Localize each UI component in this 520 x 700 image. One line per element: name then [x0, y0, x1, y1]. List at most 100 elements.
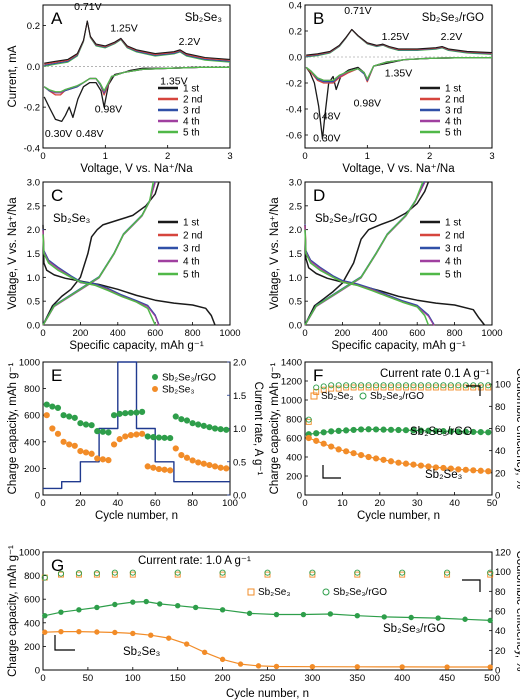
capacity-point — [139, 430, 146, 437]
capacity-point — [99, 428, 106, 435]
efficiency-point — [111, 571, 118, 578]
efficiency-point — [264, 569, 271, 576]
x-tick-label: 450 — [439, 673, 455, 684]
capacity-point — [49, 425, 56, 432]
legend-entry: 2 nd — [445, 95, 464, 106]
x-tick-label: 600 — [147, 328, 163, 339]
y-tick-label: 1200 — [281, 377, 302, 388]
capacity-point — [49, 403, 56, 410]
capacity-point — [485, 468, 492, 475]
capacity-point — [71, 442, 78, 449]
capacity-point — [444, 664, 450, 670]
capacity-point — [200, 422, 207, 429]
capacity-point — [54, 430, 62, 437]
capacity-point — [372, 455, 380, 462]
efficiency-point — [487, 571, 494, 578]
peak-annotation: 0.30V — [45, 128, 72, 140]
capacity-point — [440, 464, 447, 472]
efficiency-point — [328, 385, 335, 392]
efficiency-point — [403, 384, 409, 391]
x-tick-label: 0 — [302, 328, 307, 339]
y-tick-label: 0.2 — [289, 27, 302, 38]
efficiency-point — [447, 384, 454, 391]
x-tick-label: 250 — [260, 673, 276, 684]
capacity-point — [455, 466, 462, 473]
y-tick-label: 800 — [286, 415, 302, 426]
y-tick-label: 600 — [286, 434, 302, 445]
efficiency-point — [373, 384, 380, 391]
right-tick-label: 1.0 — [233, 424, 246, 435]
efficiency-point — [395, 384, 402, 391]
efficiency-point — [477, 384, 484, 391]
capacity-point — [387, 458, 395, 465]
capacity-point — [358, 452, 365, 459]
efficiency-point — [343, 382, 350, 389]
legend-entry: 3 rd — [183, 244, 200, 255]
efficiency-point — [309, 569, 316, 576]
capacity-point — [82, 449, 90, 456]
capacity-point — [77, 448, 84, 455]
capacity-point — [211, 463, 219, 470]
capacity-point — [161, 434, 168, 441]
capacity-line — [44, 601, 491, 621]
capacity-point — [432, 427, 439, 435]
legend-entry: 4 th — [445, 117, 462, 128]
capacity-point — [94, 455, 101, 462]
right-tick-label: 120 — [495, 548, 511, 559]
cv-anodic-line — [306, 28, 493, 56]
legend-entry: 3 rd — [183, 106, 200, 117]
capacity-point — [54, 404, 62, 411]
efficiency-point — [343, 384, 350, 391]
current-rate-line — [43, 361, 230, 490]
capacity-point — [172, 445, 179, 452]
efficiency-point — [358, 382, 365, 389]
y-tick-label: 400 — [24, 618, 40, 629]
capacity-point — [157, 601, 163, 607]
panel-letter: E — [51, 366, 62, 385]
capacity-point — [320, 429, 327, 436]
capacity-point — [455, 428, 462, 435]
capacity-point — [66, 441, 73, 448]
capacity-point — [217, 426, 224, 433]
capacity-point — [387, 426, 395, 433]
right-tick-label: 100 — [495, 567, 511, 578]
capacity-point — [372, 426, 380, 433]
capacity-line — [44, 631, 491, 668]
capacity-point — [237, 661, 244, 667]
panel-d: 0 200 400 600 800 1000 0.0 0.5 1.0 1.5 2.0 2.5 3.0 Sp… — [269, 178, 503, 353]
capacity-point — [183, 417, 191, 424]
capacity-point — [167, 467, 174, 474]
y-tick-label: 1000 — [19, 358, 40, 369]
right-tick-label: 60 — [495, 607, 506, 618]
peak-annotation: 1.35V — [160, 76, 187, 88]
capacity-point — [82, 421, 90, 428]
capacity-point — [143, 598, 149, 605]
efficiency-point — [174, 569, 181, 576]
y-tick-label: -0.4 — [286, 105, 302, 116]
efficiency-point — [425, 382, 432, 389]
capacity-point — [116, 436, 123, 443]
panel-c: 0 200 400 600 800 1000 0.0 0.5 1.0 1.5 2.0 2.5 3.0 Sp… — [7, 178, 241, 353]
capacity-point — [155, 465, 163, 473]
efficiency-point — [444, 571, 451, 578]
capacity-point — [470, 428, 477, 436]
efficiency-point — [462, 384, 469, 391]
peak-annotation: 0.98V — [95, 103, 122, 115]
x-tick-label: 1000 — [481, 328, 502, 339]
y-tick-label: 2.0 — [289, 225, 302, 236]
cv-anodic-line — [44, 20, 231, 67]
efficiency-point — [93, 570, 100, 577]
panel-letter: C — [51, 186, 63, 205]
efficiency-point — [305, 416, 312, 423]
capacity-point — [178, 452, 185, 459]
peak-annotation: 0.71V — [74, 1, 101, 13]
capacity-point — [110, 441, 118, 448]
capacity-point — [58, 628, 64, 635]
capacity-point — [206, 461, 213, 469]
y-tick-label: 600 — [24, 411, 40, 422]
capacity-point — [139, 408, 146, 415]
x-tick-label: 50 — [83, 673, 94, 684]
efficiency-point — [417, 384, 424, 391]
cv-cathodic-line — [43, 66, 230, 93]
y-tick-label: 1.5 — [27, 249, 40, 260]
